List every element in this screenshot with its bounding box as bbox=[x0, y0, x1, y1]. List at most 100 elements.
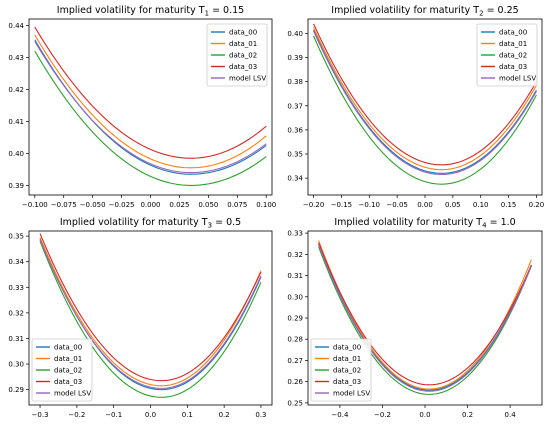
y-tick-label: 0.36 bbox=[287, 126, 303, 134]
legend-label: data_03 bbox=[229, 63, 257, 71]
legend-box bbox=[31, 338, 93, 402]
series-line-model-lsv bbox=[39, 239, 262, 389]
chart-title: Implied volatility for maturity T3 = 0.5 bbox=[60, 217, 241, 230]
legend-label: data_00 bbox=[54, 344, 82, 352]
x-tick-label: 0.100 bbox=[256, 201, 276, 209]
x-tick-label: 0.00 bbox=[417, 201, 433, 209]
legend-label: data_01 bbox=[229, 40, 257, 48]
y-tick-label: 0.28 bbox=[287, 336, 303, 344]
series-line-data_03 bbox=[34, 26, 267, 159]
x-tick-label: −0.20 bbox=[303, 201, 324, 209]
series-line-data_03 bbox=[39, 233, 262, 382]
x-tick-label: 0.0 bbox=[419, 411, 430, 419]
series-line-data_01 bbox=[313, 27, 537, 171]
x-tick-label: 0.05 bbox=[445, 201, 461, 209]
x-tick-label: 0.2 bbox=[462, 411, 473, 419]
y-tick-label: 0.41 bbox=[8, 118, 24, 126]
chart-title: Implied volatility for maturity T2 = 0.2… bbox=[331, 5, 518, 18]
x-tick-label: −0.1 bbox=[105, 411, 122, 419]
legend-label: data_01 bbox=[54, 355, 82, 363]
x-tick-label: 0.2 bbox=[219, 411, 230, 419]
x-tick-label: −0.4 bbox=[331, 411, 349, 419]
y-tick-label: 0.40 bbox=[8, 150, 24, 158]
legend-box bbox=[310, 338, 372, 402]
y-tick-label: 0.39 bbox=[287, 54, 303, 62]
y-tick-label: 0.35 bbox=[287, 151, 303, 159]
legend-label: data_02 bbox=[499, 52, 527, 60]
y-tick-label: 0.30 bbox=[287, 293, 303, 301]
x-tick-label: −0.075 bbox=[51, 201, 77, 209]
chart-title: Implied volatility for maturity T4 = 1.0 bbox=[334, 217, 515, 230]
x-tick-label: −0.2 bbox=[68, 411, 85, 419]
legend-label: data_02 bbox=[54, 367, 82, 375]
x-tick-label: 0.075 bbox=[227, 201, 247, 209]
legend-label: model LSV bbox=[499, 75, 536, 83]
chart-title: Implied volatility for maturity T1 = 0.1… bbox=[57, 5, 244, 18]
y-tick-label: 0.27 bbox=[287, 357, 303, 365]
y-tick-label: 0.29 bbox=[287, 315, 303, 323]
y-tick-label: 0.34 bbox=[8, 258, 24, 266]
y-tick-label: 0.34 bbox=[287, 175, 303, 183]
chart-panel-4: Implied volatility for maturity T4 = 1.0… bbox=[287, 217, 543, 419]
y-tick-label: 0.32 bbox=[8, 309, 24, 317]
legend-label: data_01 bbox=[333, 355, 361, 363]
series-line-data_00 bbox=[313, 29, 537, 174]
legend-label: data_03 bbox=[499, 63, 527, 71]
legend-label: data_01 bbox=[499, 40, 527, 48]
x-tick-label: −0.05 bbox=[386, 201, 407, 209]
legend-label: data_02 bbox=[229, 52, 257, 60]
series-line-data_02 bbox=[34, 50, 267, 186]
legend-label: data_00 bbox=[499, 29, 527, 37]
series-line-data_02 bbox=[313, 35, 537, 185]
series-line-data_03 bbox=[313, 23, 537, 166]
series-line-data_02 bbox=[39, 241, 262, 398]
legend-label: data_03 bbox=[54, 378, 82, 386]
y-tick-label: 0.33 bbox=[8, 284, 24, 292]
legend-label: model LSV bbox=[54, 390, 91, 398]
x-tick-label: −0.025 bbox=[109, 201, 135, 209]
series-line-model-lsv bbox=[318, 244, 532, 392]
series-line-data_01 bbox=[39, 237, 262, 387]
chart-panel-1: Implied volatility for maturity T1 = 0.1… bbox=[8, 5, 276, 209]
legend-box bbox=[476, 23, 538, 87]
x-tick-label: 0.20 bbox=[529, 201, 545, 209]
legend-label: data_00 bbox=[333, 344, 361, 352]
legend-label: data_00 bbox=[229, 29, 257, 37]
x-tick-label: −0.3 bbox=[32, 411, 49, 419]
chart-panel-2: Implied volatility for maturity T2 = 0.2… bbox=[287, 5, 544, 209]
legend-label: data_02 bbox=[333, 367, 361, 375]
y-tick-label: 0.25 bbox=[287, 399, 303, 407]
x-tick-label: −0.100 bbox=[22, 201, 48, 209]
series-line-data_02 bbox=[318, 246, 532, 395]
x-tick-label: −0.15 bbox=[331, 201, 352, 209]
y-tick-label: 0.37 bbox=[287, 102, 303, 110]
x-tick-label: 0.10 bbox=[473, 201, 489, 209]
x-tick-label: 0.0 bbox=[145, 411, 156, 419]
series-line-data_01 bbox=[34, 34, 267, 169]
x-tick-label: 0.1 bbox=[182, 411, 193, 419]
x-tick-label: 0.15 bbox=[501, 201, 517, 209]
y-tick-label: 0.35 bbox=[8, 233, 24, 241]
series-line-model-lsv bbox=[34, 41, 267, 174]
y-tick-label: 0.33 bbox=[287, 230, 303, 238]
x-tick-label: 0.000 bbox=[140, 201, 160, 209]
x-tick-label: 0.4 bbox=[505, 411, 517, 419]
y-tick-label: 0.44 bbox=[8, 22, 24, 30]
y-tick-label: 0.31 bbox=[287, 272, 303, 280]
legend-label: model LSV bbox=[229, 75, 266, 83]
x-tick-label: 0.3 bbox=[255, 411, 266, 419]
legend-label: model LSV bbox=[333, 390, 370, 398]
y-tick-label: 0.30 bbox=[8, 361, 24, 369]
series-line-data_03 bbox=[318, 242, 532, 386]
legend-label: data_03 bbox=[333, 378, 361, 386]
x-tick-label: 0.050 bbox=[198, 201, 218, 209]
x-tick-label: −0.10 bbox=[359, 201, 380, 209]
y-tick-label: 0.32 bbox=[287, 251, 303, 259]
x-tick-label: 0.025 bbox=[169, 201, 189, 209]
y-tick-label: 0.39 bbox=[8, 182, 24, 190]
